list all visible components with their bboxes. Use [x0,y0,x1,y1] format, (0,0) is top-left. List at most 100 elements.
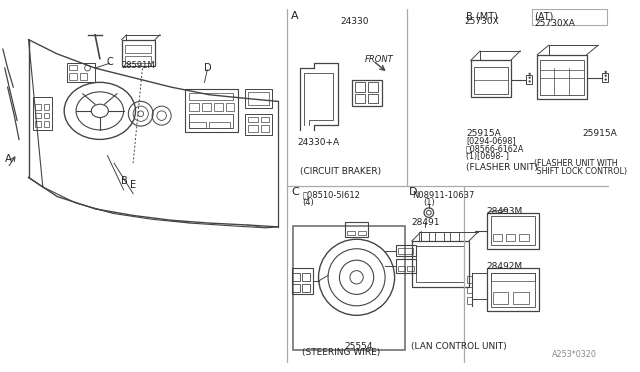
Bar [397,259,415,273]
Text: 28492M: 28492M [487,262,523,271]
Bar [474,67,508,94]
Bar [67,63,95,82]
Bar [407,266,413,270]
Bar [368,82,378,92]
Bar [345,222,368,237]
Bar [227,103,234,111]
Circle shape [529,77,531,79]
Text: 25730X: 25730X [464,17,499,26]
Text: (1): (1) [423,198,435,207]
Bar [368,94,378,103]
Bar [186,89,237,132]
Bar [189,114,233,128]
Text: C: C [291,187,299,197]
Bar [44,104,49,110]
Text: FRONT: FRONT [365,55,394,64]
Bar [526,75,531,84]
Bar [302,273,310,281]
Bar [292,284,300,292]
Bar [35,113,41,119]
Bar [347,231,355,235]
Bar [80,73,88,80]
Bar [491,273,535,281]
Text: 25915A: 25915A [582,129,617,138]
Circle shape [605,78,607,81]
Bar [352,80,382,106]
Bar [412,241,468,287]
Bar [397,245,415,256]
Text: 24330+A: 24330+A [298,138,340,147]
Text: 25915A: 25915A [466,129,500,138]
Bar [245,89,272,108]
Bar [487,268,539,311]
Text: D: D [409,187,417,197]
Bar [202,103,211,111]
Bar [491,217,535,245]
Bar [35,121,41,127]
Bar [417,246,464,282]
Bar [467,287,472,294]
Bar [487,213,539,249]
Bar [44,113,49,119]
Bar [435,232,444,241]
Text: 28491: 28491 [412,218,440,227]
Text: B: B [121,176,127,186]
Bar [532,9,607,25]
Bar [292,273,300,281]
Bar [355,82,365,92]
Bar [537,55,587,99]
Text: 28493M: 28493M [487,207,523,216]
Text: (4): (4) [302,198,314,207]
Text: 25730XA: 25730XA [534,19,575,28]
Bar [245,114,272,135]
Bar [292,268,313,294]
Circle shape [605,71,607,73]
Text: A: A [4,154,12,164]
Bar [209,122,230,128]
Bar [69,73,77,80]
Circle shape [529,73,531,75]
Text: 25554: 25554 [344,342,372,351]
Text: SHIFT LOCK CONTROL): SHIFT LOCK CONTROL) [534,167,627,176]
Text: D: D [204,63,212,73]
Text: (FLASHER UNIT): (FLASHER UNIT) [466,163,538,172]
Text: 28591M: 28591M [122,61,156,70]
Bar [122,39,155,66]
Circle shape [529,80,531,83]
Text: Ⓝ08510-5l612: Ⓝ08510-5l612 [302,191,360,200]
Bar [470,61,511,97]
Bar [125,56,151,63]
Text: Ⓝ08566-6162A: Ⓝ08566-6162A [466,144,524,153]
Text: (CIRCUIT BRAKER): (CIRCUIT BRAKER) [300,167,381,176]
Circle shape [605,74,607,77]
Text: [0294-0698]: [0294-0698] [466,137,516,145]
Bar [248,125,258,132]
Bar [214,103,223,111]
Bar [493,292,508,304]
Bar [467,297,472,304]
Bar [450,232,460,241]
Text: E: E [131,180,136,190]
Bar [248,116,258,122]
Bar [69,65,77,70]
Bar [260,125,269,132]
Bar [467,276,472,283]
Bar [35,104,41,110]
Bar [33,97,52,130]
Bar [358,231,366,235]
Text: (STEERING WIRE): (STEERING WIRE) [302,348,381,357]
Text: 24330: 24330 [340,17,369,26]
Bar [44,121,49,127]
Bar [399,248,413,254]
Text: A253*0320: A253*0320 [552,350,596,359]
Text: B (MT): B (MT) [466,11,498,21]
Text: N08911-10637: N08911-10637 [412,191,474,200]
Bar [506,234,515,241]
Bar [189,122,206,128]
Bar [513,292,529,304]
Bar [248,92,269,105]
Bar [302,284,310,292]
Text: C: C [106,57,113,67]
Bar [399,266,405,270]
Bar [189,103,199,111]
